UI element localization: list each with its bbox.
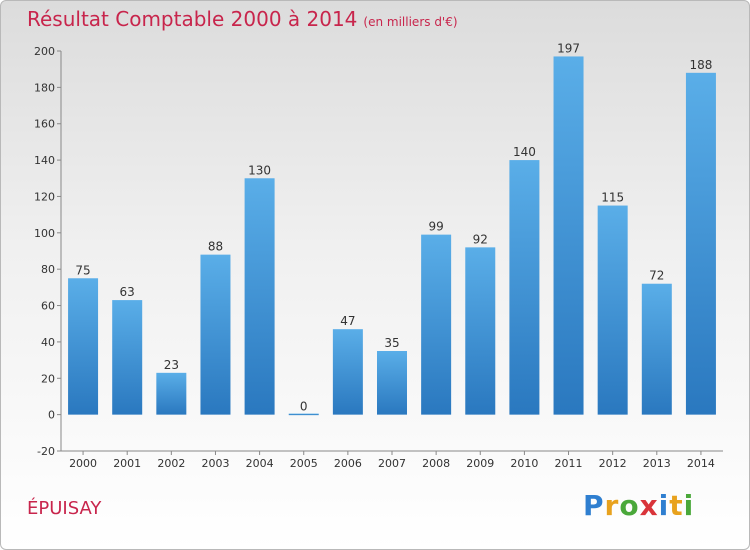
logo-letter: r (604, 489, 620, 522)
y-tick-label: 20 (41, 372, 55, 385)
y-tick-label: 0 (48, 409, 55, 422)
x-tick-label: 2013 (643, 457, 671, 470)
y-tick-label: -20 (37, 445, 55, 458)
proxiti-logo: Proxiti (583, 489, 694, 522)
y-tick-label: 80 (41, 263, 55, 276)
x-tick-label: 2007 (378, 457, 406, 470)
bar (156, 372, 187, 415)
logo-letter: i (683, 489, 695, 522)
bar (112, 300, 143, 415)
y-tick-label: 160 (34, 118, 55, 131)
bar-value-label: 140 (513, 145, 536, 159)
bar (200, 254, 231, 415)
chart-axes: -20 0 20 40 60 80 100 120 140 160 180 200 2000 2001 20… (34, 45, 723, 470)
chart-subtitle: (en milliers d'€) (363, 15, 458, 29)
x-tick-label: 2001 (113, 457, 141, 470)
bar-value-label: 115 (601, 191, 624, 205)
x-tick-label: 2005 (290, 457, 318, 470)
bar-value-label: 197 (557, 41, 580, 55)
bar-value-label: 75 (75, 263, 90, 277)
x-tick-label: 2010 (510, 457, 538, 470)
x-tick-label: 2012 (599, 457, 627, 470)
bar-value-label: 188 (689, 58, 712, 72)
bar (421, 234, 452, 415)
y-tick-label: 200 (34, 45, 55, 58)
bar-value-label: 130 (248, 163, 271, 177)
y-tick-label: 180 (34, 81, 55, 94)
x-tick-label: 2014 (687, 457, 715, 470)
logo-letter: P (583, 489, 605, 522)
bar (553, 56, 584, 415)
bar-value-label: 23 (164, 358, 179, 372)
x-tick-label: 2003 (201, 457, 229, 470)
logo-letter: x (639, 489, 659, 522)
bar-value-label: 99 (428, 220, 443, 234)
bar (244, 178, 275, 415)
chart-title-text: Résultat Comptable 2000 à 2014 (27, 7, 358, 31)
chart-data-labels: 75 63 23 88 130 0 47 35 99 92 140 197 115 72 188 (75, 41, 712, 413)
bar (509, 160, 540, 415)
bar (377, 351, 407, 415)
bar (465, 247, 496, 415)
y-tick-label: 140 (34, 154, 55, 167)
bar-value-label: 0 (300, 400, 308, 414)
x-tick-label: 2009 (466, 457, 494, 470)
bar-value-label: 88 (208, 240, 223, 254)
bar (641, 283, 672, 415)
bar-value-label: 63 (120, 285, 135, 299)
y-tick-label: 40 (41, 336, 55, 349)
logo-letter: o (619, 489, 640, 522)
y-tick-label: 120 (34, 190, 55, 203)
bar (288, 413, 319, 416)
x-tick-label: 2002 (157, 457, 185, 470)
bar-value-label: 35 (384, 336, 399, 350)
chart-bars (68, 56, 716, 416)
bar-value-label: 92 (473, 232, 488, 246)
logo-letter: t (669, 489, 684, 522)
x-tick-label: 2008 (422, 457, 450, 470)
x-tick-label: 2000 (69, 457, 97, 470)
bar (685, 72, 716, 415)
bar (597, 205, 628, 415)
bar (68, 278, 99, 415)
bar-value-label: 47 (340, 314, 355, 328)
x-tick-label: 2011 (555, 457, 583, 470)
bar-value-label: 72 (649, 269, 664, 283)
y-tick-label: 100 (34, 227, 55, 240)
y-tick-label: 60 (41, 300, 55, 313)
place-name: ÉPUISAY (27, 498, 102, 519)
chart-title: Résultat Comptable 2000 à 2014 (en millie… (27, 7, 458, 31)
x-tick-label: 2004 (246, 457, 274, 470)
logo-letter: i (658, 489, 670, 522)
x-tick-label: 2006 (334, 457, 362, 470)
bar (332, 329, 363, 415)
